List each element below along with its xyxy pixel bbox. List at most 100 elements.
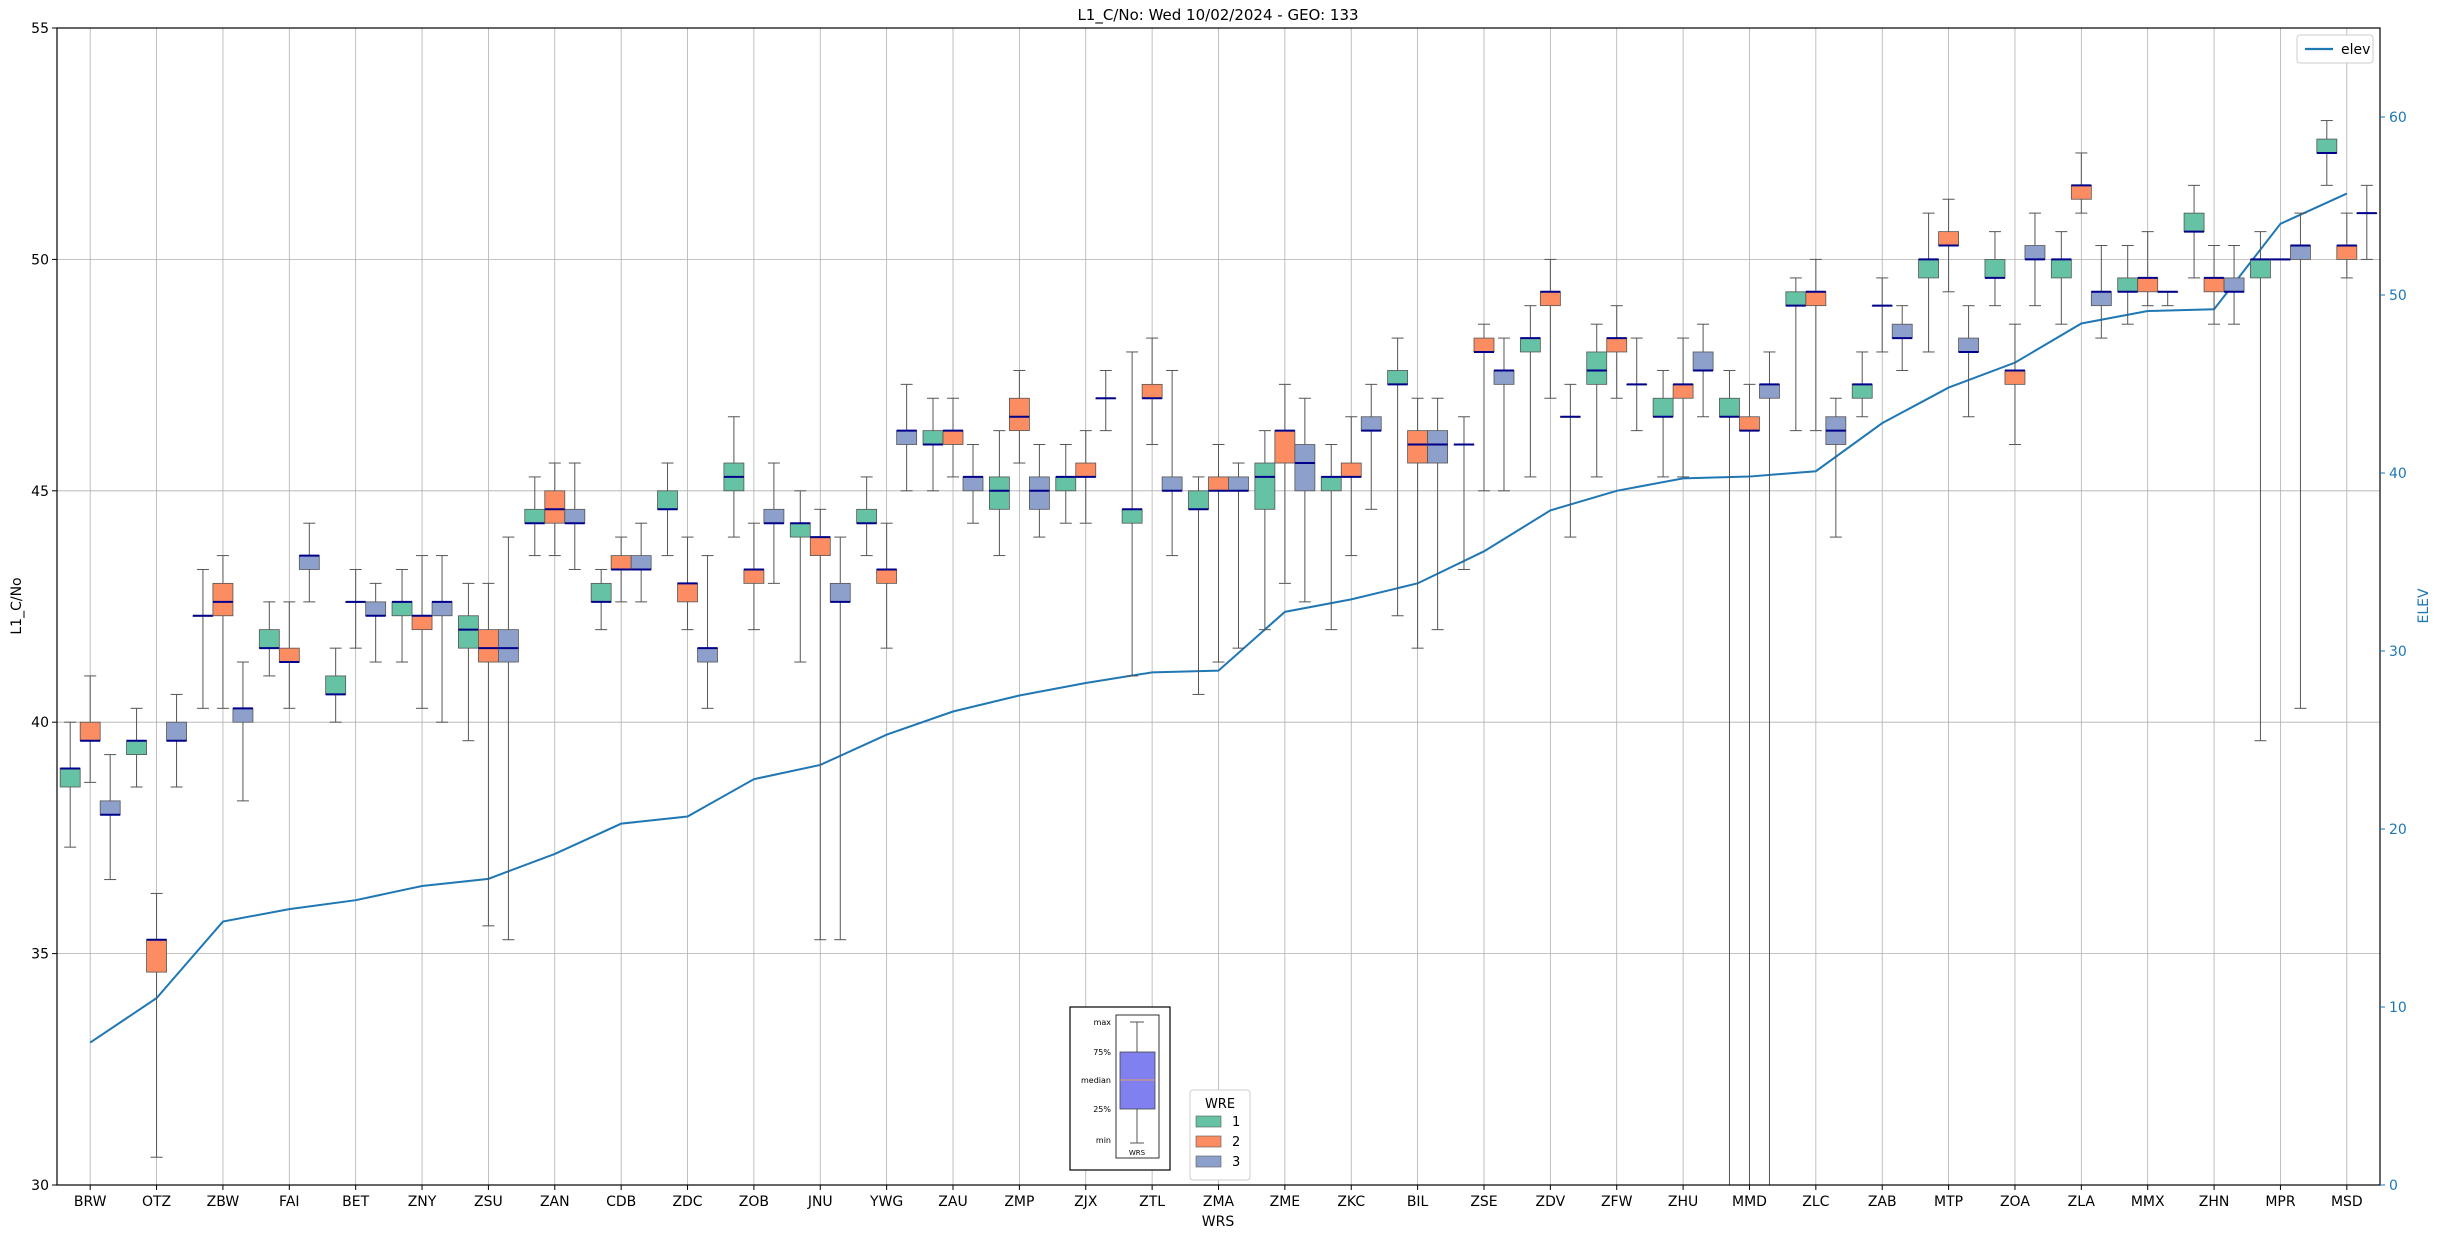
box-ZHN-wre2 [2203,277,2225,293]
box-ZOA-wre1 [1984,258,2006,279]
y2-tick-label: 30 [2389,644,2407,660]
box-ZKC-wre3 [1360,416,1382,432]
box-ZOA-wre3 [2024,245,2046,260]
box-MTP-wre2 [1938,231,1959,246]
box-ZHN-wre3 [2223,277,2245,293]
box-ZDV-wre2 [1539,291,1561,307]
box-CDB-wre2 [610,555,632,570]
x-tick-label: ZAN [540,1194,570,1210]
inset-key-label-q1: 25% [1093,1105,1111,1114]
x-tick-label: BIL [1407,1194,1429,1210]
box-ZSU-wre2 [478,629,499,663]
y2-tick-label: 50 [2389,288,2407,304]
elev-line [89,192,2348,1044]
x-tick-label: ZFW [1601,1194,1633,1210]
inset-key-xtick: WRS [1129,1149,1146,1157]
box-ZFW-wre2 [1606,337,1628,353]
x-tick-label: ZMP [1004,1194,1034,1210]
box-ZNY-wre1 [391,601,413,617]
y2-tick-label: 10 [2389,1000,2407,1016]
box-BRW-wre3 [99,800,121,816]
elev-legend-label: elev [2341,42,2370,58]
y-tick-label: 45 [31,484,49,500]
inset-key-label-q3: 75% [1093,1048,1111,1057]
box-ZNY-wre2 [411,615,433,631]
box-ZTL-wre2 [1141,383,1163,399]
box-MSD-wre1 [2316,138,2338,154]
y2-tick-label: 60 [2389,110,2407,126]
x-tick-label: ZTL [1139,1194,1165,1210]
x-tick-label: MMD [1732,1194,1767,1210]
elev-legend-frame [2296,34,2374,64]
y2-tick-label: 0 [2389,1178,2398,1194]
box-ZAN-wre3 [564,508,586,524]
box-YWG-wre1 [856,508,878,524]
box-ZLC-wre2 [1805,291,1827,307]
x-tick-label: ZHU [1668,1194,1698,1210]
x-tick-label: MMX [2131,1194,2165,1210]
box-ZSU-wre3 [498,629,519,663]
wre-legend-label-3: 3 [1232,1155,1240,1170]
box-ZSE-wre3 [1493,370,1515,385]
box-ZHU-wre1 [1652,397,1674,418]
box-ZAU-wre1 [922,430,944,445]
box-ZMA-wre1 [1188,490,1209,510]
x-tick-label: ZLC [1802,1194,1829,1210]
box-MSD-wre2 [2336,245,2358,260]
box-BRW-wre1 [59,768,81,788]
x-tick-label: JNU [807,1194,833,1210]
box-MMX-wre1 [2117,277,2139,293]
box-ZMA-wre2 [1208,476,1229,492]
box-ZSU-wre1 [458,615,479,649]
box-ZAU-wre3 [962,476,984,492]
x-tick-label: CDB [606,1194,636,1210]
chart-title: L1_C/No: Wed 10/02/2024 - GEO: 133 [1077,6,1358,25]
x-tick-label: MTP [1934,1194,1963,1210]
x-tick-label: ZAB [1868,1194,1897,1210]
box-ZAN-wre2 [544,490,566,524]
box-CDB-wre1 [590,582,612,603]
x-tick-label: ZDV [1536,1194,1566,1210]
box-ZLC-wre1 [1785,291,1807,307]
wre-legend-swatch-1 [1195,1115,1222,1128]
x-tick-label: BET [342,1194,369,1210]
axis-layer: BRW OTZ ZBW FAI BET ZNY ZSU ZAN CDB ZDC ZOB JNU YWG Z… [31,21,2407,1210]
box-ZTL-wre1 [1121,508,1143,524]
box-JNU-wre3 [829,582,851,603]
x-tick-label: OTZ [142,1194,171,1210]
wre-legend-swatch-3 [1195,1155,1222,1168]
box-MTP-wre1 [1918,258,1939,279]
box-ZLA-wre2 [2070,184,2092,200]
box-ZBW-wre2 [212,582,234,617]
wre-legend-title: WRE [1205,1097,1235,1112]
box-ZMP-wre1 [988,476,1010,510]
x-tick-label: ZHN [2199,1194,2230,1210]
y-tick-label: 35 [31,947,49,963]
box-BIL-wre1 [1387,370,1409,385]
box-JNU-wre1 [789,522,811,538]
x-tick-label: ZKC [1337,1194,1365,1210]
box-ZOA-wre2 [2004,370,2026,385]
elev-layer [89,192,2348,1044]
box-FAI-wre1 [258,629,280,649]
box-BRW-wre2 [79,721,101,742]
box-ZHU-wre3 [1692,351,1714,371]
box-ZHN-wre1 [2183,212,2205,233]
box-OTZ-wre2 [146,939,167,973]
box-ZMP-wre2 [1008,397,1030,432]
box-ZNY-wre3 [431,601,453,617]
box-MPR-wre3 [2290,245,2311,260]
box-ZKC-wre2 [1340,462,1362,478]
x-tick-label: FAI [279,1194,299,1210]
box-BIL-wre2 [1407,430,1429,464]
box-YWG-wre3 [896,430,918,445]
box-ZAU-wre2 [942,430,964,445]
box-layer [59,120,2378,1185]
inset-key-inner-frame [1115,1014,1160,1159]
box-MMD-wre2 [1739,416,1760,432]
box-FAI-wre3 [298,555,320,570]
box-OTZ-wre3 [166,721,187,742]
box-ZMP-wre3 [1028,476,1050,510]
box-BIL-wre3 [1427,430,1449,464]
